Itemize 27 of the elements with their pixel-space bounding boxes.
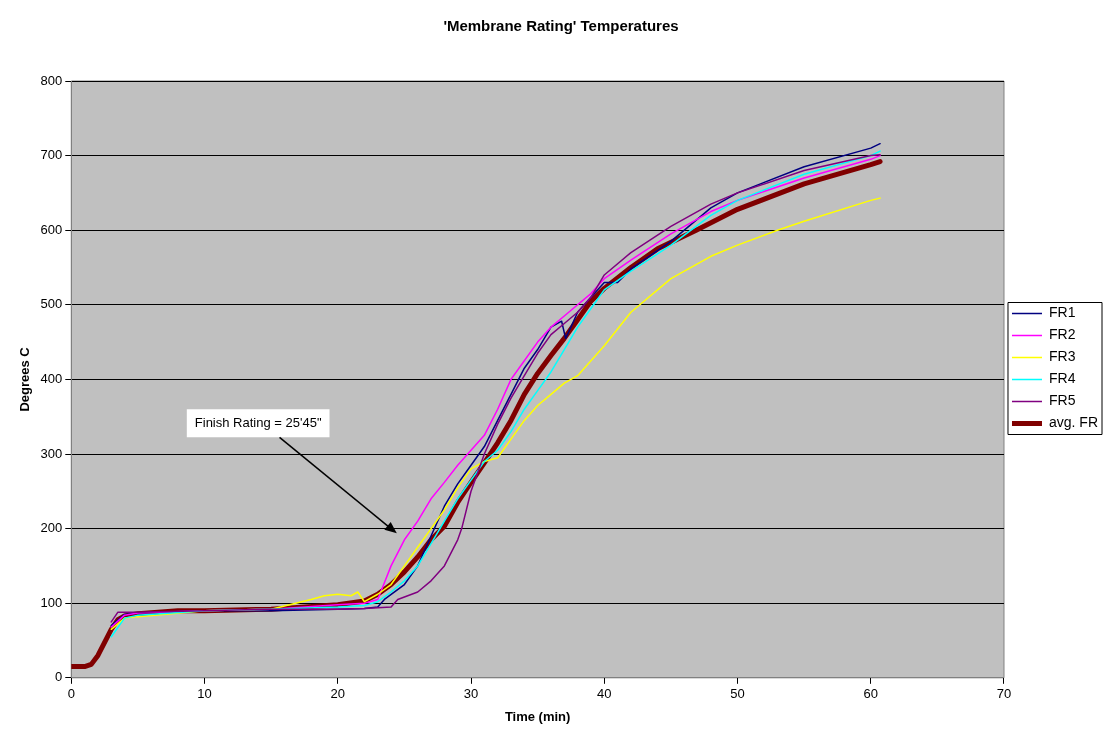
y-tick-label: 400	[40, 370, 63, 386]
y-tick-label: 500	[40, 296, 63, 312]
x-tick-label: 30	[463, 686, 479, 702]
y-tick-label: 800	[40, 72, 63, 88]
y-tick-label: 700	[40, 147, 63, 163]
y-tick-label: 200	[40, 520, 63, 536]
x-tick-label: 70	[996, 686, 1012, 702]
y-tick-label: 300	[40, 445, 63, 461]
x-tick-label: 0	[67, 686, 75, 702]
chart-title: 'Membrane Rating' Temperatures	[443, 17, 679, 35]
legend-label: FR1	[1048, 304, 1076, 321]
x-tick-label: 10	[197, 686, 212, 702]
x-tick-label: 60	[863, 686, 878, 702]
legend-label: FR2	[1048, 326, 1076, 343]
legend-label: FR5	[1048, 392, 1076, 409]
annotation: Finish Rating = 25'45"	[194, 414, 322, 430]
x-tick-label: 20	[330, 686, 346, 702]
y-tick-label: 600	[40, 221, 63, 237]
legend-label: FR3	[1048, 348, 1076, 365]
x-tick-label: 40	[597, 686, 612, 702]
legend-label: FR4	[1048, 370, 1076, 387]
x-axis-title: Time (min)	[504, 708, 571, 724]
y-axis-title: Degrees C	[17, 346, 33, 412]
legend-label: avg. FR	[1048, 414, 1098, 431]
x-tick-label: 50	[730, 686, 745, 702]
y-tick-label: 100	[40, 594, 63, 610]
y-tick-label: 0	[55, 669, 63, 685]
